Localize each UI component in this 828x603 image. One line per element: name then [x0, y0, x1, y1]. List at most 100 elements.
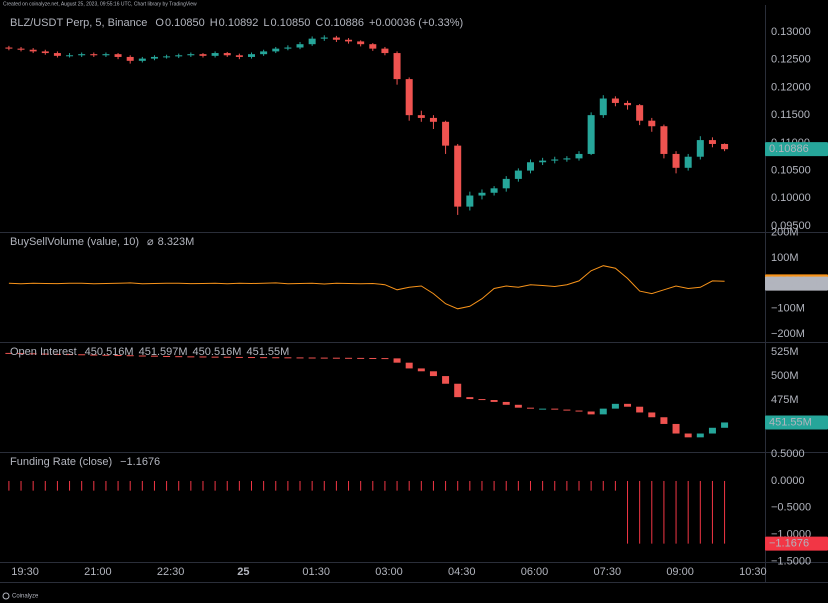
candle-body [345, 357, 353, 359]
legend-key: O [155, 17, 164, 29]
funding-bar [263, 480, 265, 491]
legend-title: BLZ/USDT Perp, 5, Binance [10, 17, 147, 29]
last-value-label: −1.1676 [769, 538, 809, 550]
funding-bar [141, 480, 143, 491]
candle-body [175, 356, 183, 358]
funding-bar [311, 480, 313, 491]
candle-body [308, 357, 316, 359]
funding-bar [20, 480, 22, 491]
legend-symbol: ⌀ [147, 236, 154, 248]
candle-body [126, 355, 134, 357]
y-tick-label: 0.12500 [771, 54, 811, 66]
candle-body [696, 433, 704, 438]
candle-body [721, 143, 729, 150]
legend-value: 451.597M [139, 346, 188, 358]
footer-logo [2, 592, 10, 600]
header-note: Created on coinalyze.net, August 25, 202… [3, 1, 197, 7]
funding-bar [153, 480, 155, 491]
candle-body [417, 115, 425, 118]
candle-body [187, 54, 195, 56]
funding-bar [469, 480, 471, 491]
candle-body [587, 411, 595, 415]
candle-body [478, 192, 486, 196]
last-value-label: −575.968K [769, 278, 823, 290]
funding-bar [129, 480, 131, 491]
funding-bar [275, 480, 277, 491]
funding-bar [663, 480, 665, 544]
candle-body [296, 44, 304, 48]
candle-body [41, 353, 49, 355]
candle-body [563, 409, 571, 411]
x-tick-label: 25 [237, 566, 249, 578]
last-value-label: 0.10886 [769, 143, 809, 155]
funding-bar [420, 480, 422, 491]
candle-body [17, 353, 25, 355]
candle-body [114, 54, 122, 57]
candle-body [66, 55, 74, 57]
funding-bar [226, 480, 228, 491]
funding-bar [44, 480, 46, 491]
candle-body [199, 356, 207, 358]
last-value-label: 451.55M [769, 416, 812, 428]
funding-bar [250, 480, 252, 491]
candle-body [29, 353, 37, 355]
candle-body [393, 53, 401, 80]
y-tick-label: 0.13000 [771, 26, 811, 38]
funding-bar [457, 480, 459, 491]
candle-body [672, 153, 680, 168]
candle-body [599, 98, 607, 116]
funding-bar [105, 480, 107, 491]
funding-bar [602, 480, 604, 491]
candle-body [636, 406, 644, 413]
funding-bar [445, 480, 447, 491]
y-tick-label: −100M [771, 303, 805, 315]
funding-bar [493, 480, 495, 491]
candle-body [247, 54, 255, 57]
funding-bar [335, 480, 337, 491]
funding-bar [651, 480, 653, 544]
candle-body [5, 352, 13, 354]
candle-body [284, 47, 292, 49]
y-tick-label: 500M [771, 370, 799, 382]
candle-body [272, 357, 280, 359]
candle-body [611, 403, 619, 409]
candle-body [611, 98, 619, 103]
candle-body [624, 403, 632, 407]
last-value-box [765, 536, 828, 551]
candle-body [332, 37, 340, 40]
last-value-box [765, 142, 828, 157]
legend-value: 8.323M [158, 236, 195, 248]
x-tick-label: 04:30 [448, 566, 476, 578]
candle-body [102, 54, 110, 56]
y-tick-label: 0.11500 [771, 109, 810, 121]
candle-body [684, 156, 692, 168]
candle-body [138, 355, 146, 357]
funding-bar [81, 480, 83, 491]
funding-bar [566, 480, 568, 491]
legend-title: BuySellVolume (value, 10) [10, 236, 139, 248]
funding-bar [93, 480, 95, 491]
candle-body [708, 140, 716, 144]
y-tick-label: 475M [771, 394, 799, 406]
legend-title: Open Interest [10, 346, 77, 358]
candle-body [175, 55, 183, 57]
candle-body [150, 355, 158, 357]
candle-body [514, 170, 522, 179]
funding-bar [542, 480, 544, 491]
funding-bar [299, 480, 301, 491]
x-tick-label: 22:30 [157, 566, 185, 578]
candle-body [345, 39, 353, 42]
candle-body [417, 368, 425, 372]
last-value-box [765, 276, 828, 291]
candle-body [721, 422, 729, 428]
candle-body [405, 79, 413, 116]
candle-body [163, 355, 171, 357]
candle-body [466, 397, 474, 400]
funding-bar [166, 480, 168, 491]
funding-bar [578, 480, 580, 491]
candle-body [442, 376, 450, 384]
candle-body [660, 126, 668, 154]
candle-body [369, 357, 377, 359]
candle-body [563, 158, 571, 160]
